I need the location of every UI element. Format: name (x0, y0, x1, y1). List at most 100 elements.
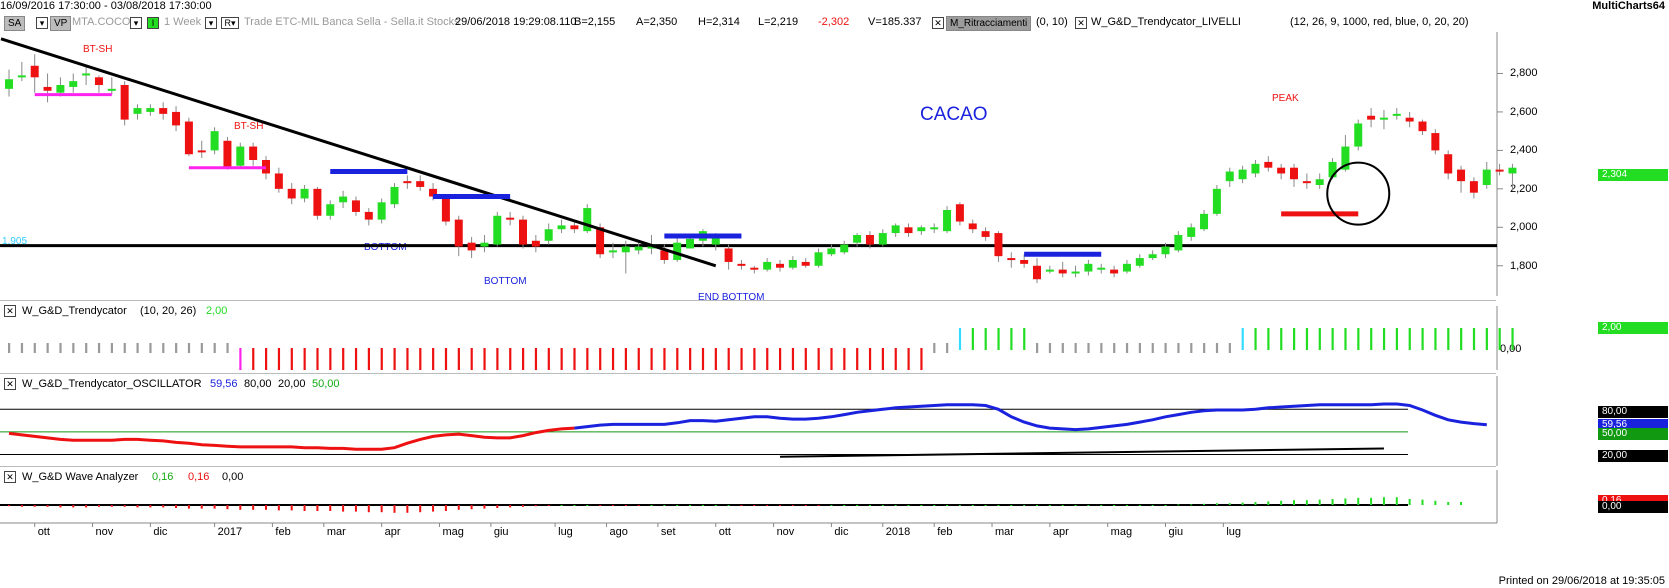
datetime-label: 29/06/2018 19:29:08.110 (455, 16, 577, 28)
trendycator-bar (1434, 328, 1437, 350)
interval-label[interactable]: 1 Week (164, 16, 202, 28)
trendycator-bar (1036, 343, 1039, 353)
trendycator-bar (933, 343, 936, 353)
close-icon[interactable]: ✕ (1075, 17, 1087, 29)
candle-body (788, 260, 797, 268)
annotation-btsh: BT-SH (83, 44, 113, 55)
price-badge: 2,304 (1598, 169, 1668, 181)
symbol-label[interactable]: MTA.COCO (72, 16, 131, 28)
close-icon[interactable]: ✕ (4, 471, 16, 483)
wave-bar (817, 505, 820, 506)
wave-bar (162, 505, 165, 508)
wave-bar (1254, 502, 1257, 505)
oscillator-series-blue (574, 402, 1487, 432)
trendycator-bar (175, 343, 178, 353)
wave-bar (1138, 505, 1141, 506)
pane-divider[interactable] (0, 466, 1496, 467)
close-icon[interactable]: ✕ (932, 17, 944, 29)
ask-label: A=2,350 (636, 16, 678, 28)
candle-body (1110, 269, 1119, 274)
trendycator-bar (560, 348, 563, 370)
candle-body (339, 196, 348, 203)
study-ritracciamenti[interactable]: M_Ritracciamenti (946, 16, 1032, 31)
candle-body (429, 188, 438, 197)
candle-body (1315, 179, 1324, 185)
trendycator-bar (817, 348, 820, 370)
vp-button[interactable]: VP (50, 16, 72, 31)
wave-bar (1305, 500, 1308, 505)
candle-body (711, 236, 720, 245)
trendycator-bar (470, 348, 473, 370)
downtrend-line (0, 37, 717, 268)
trendycator-bar (714, 348, 717, 370)
wave-bar (1357, 497, 1360, 505)
volume-label: V=185.337 (868, 16, 922, 28)
candle-body (1379, 117, 1388, 120)
trendycator-bar (444, 348, 448, 370)
candle-body (1200, 213, 1209, 230)
study1-params: (0, 10) (1036, 16, 1068, 28)
chevron-down-icon[interactable]: ▾ (130, 17, 142, 29)
wave-bar (1447, 502, 1450, 505)
change-label: -2,302 (818, 16, 850, 28)
chevron-down-icon[interactable]: ▾ (36, 17, 48, 29)
wave-bar (624, 505, 627, 506)
candle-body (1328, 161, 1337, 178)
close-icon[interactable]: ✕ (4, 378, 16, 390)
trendycator-bar (226, 343, 229, 353)
trendycator-bar (1382, 328, 1386, 350)
wave-bar (123, 505, 126, 507)
candle-body (686, 238, 695, 249)
x-axis-label: set (660, 526, 676, 538)
printed-footer: Printed on 29/06/2018 at 19:35:05 (1498, 575, 1665, 587)
high-label: H=2,314 (698, 16, 740, 28)
trendycator-bar (663, 348, 666, 370)
candle-body (1251, 163, 1260, 174)
wave-bar (149, 505, 152, 508)
wave-bar (573, 505, 576, 506)
wave-bar (8, 505, 10, 507)
candle-body (1238, 169, 1247, 180)
x-axis-label: feb (275, 526, 291, 538)
trendycator-bar (33, 343, 36, 353)
pane3-level-20: 20,00 (278, 378, 306, 390)
wave-bar (547, 505, 550, 506)
sa-button[interactable]: SA (4, 16, 26, 31)
candle-body (236, 146, 245, 166)
candle-body (531, 240, 540, 247)
wave-bar (920, 505, 923, 506)
trendycator-bar (1100, 343, 1103, 353)
candle-body (519, 219, 527, 245)
pane4-title: W_G&D Wave Analyzer (22, 471, 139, 483)
pane-divider[interactable] (0, 373, 1496, 374)
annotation-btsh: BT-SH (234, 121, 264, 132)
trendycator-bar (676, 348, 679, 370)
trendycator-bar (303, 348, 306, 370)
wave-bar (1036, 505, 1038, 506)
oscillator-trend-line (779, 447, 1384, 458)
wave-bar (676, 505, 679, 506)
trendycator-bar (316, 348, 319, 370)
bar-type-icon[interactable]: I (147, 17, 159, 29)
wave-bar (213, 505, 216, 509)
candle-body (763, 261, 772, 270)
candle-body (1264, 161, 1273, 168)
trendycator-bar (1293, 328, 1296, 350)
trendycator-bar (380, 348, 383, 370)
candle-body (313, 188, 322, 216)
close-icon[interactable]: ✕ (4, 305, 16, 317)
candle-body (56, 85, 65, 93)
trendycator-bar (1254, 328, 1257, 350)
wave-bar (984, 505, 987, 506)
chevron-down-icon[interactable]: ▾ (205, 17, 217, 29)
wave-bar (1318, 499, 1321, 505)
range-button[interactable]: R▾ (221, 17, 239, 29)
trendycator-bar (252, 348, 255, 370)
candle-body (865, 235, 874, 245)
wave-bar (522, 505, 524, 507)
trendycator-bar (46, 343, 49, 353)
pane-divider[interactable] (0, 300, 1496, 301)
price-tick-label: 2,400 (1510, 144, 1538, 157)
wave-bar (239, 505, 242, 510)
